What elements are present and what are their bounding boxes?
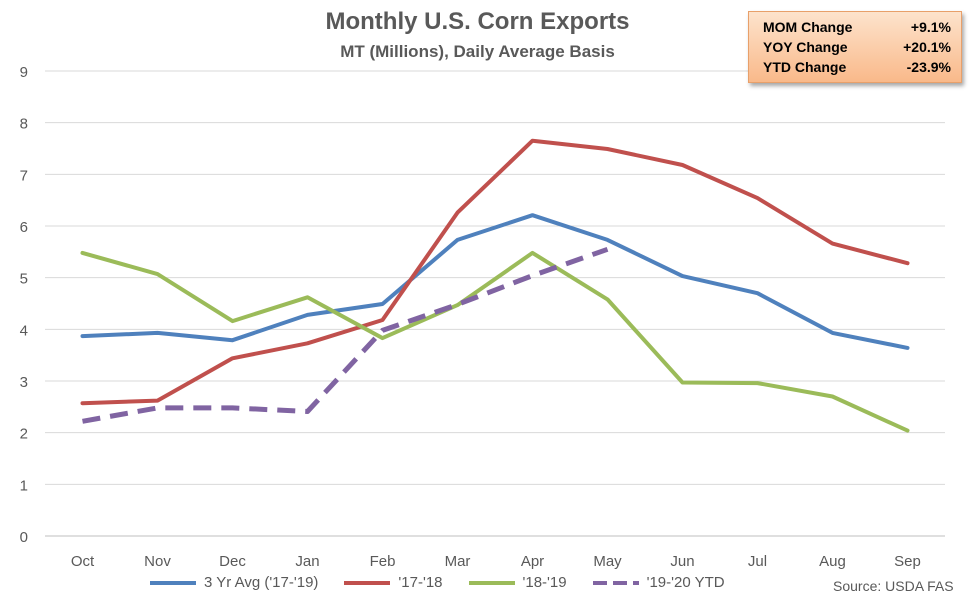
x-tick-label: Jun [670, 553, 694, 570]
legend-swatch [468, 580, 515, 585]
stat-label: YTD Change [763, 59, 847, 75]
x-tick-label: Feb [370, 553, 396, 570]
y-tick-label: 3 [20, 374, 28, 391]
legend-label: '19-'20 YTD [646, 574, 725, 591]
y-tick-label: 0 [20, 529, 28, 546]
legend-item-3yr-avg: 3 Yr Avg ('17-'19) [150, 574, 318, 591]
x-tick-label: Jul [748, 553, 767, 570]
chart-title: Monthly U.S. Corn Exports [325, 8, 630, 35]
x-tick-label: Apr [521, 553, 544, 570]
legend-label: '18-'19 [522, 574, 567, 591]
x-tick-label: Aug [819, 553, 846, 570]
x-tick-label: Jan [295, 553, 319, 570]
stat-label: YOY Change [763, 39, 848, 55]
stats-box: MOM Change +9.1% YOY Change +20.1% YTD C… [748, 11, 962, 83]
series-line--19-20-ytd [82, 246, 609, 424]
legend-item-17-18: '17-'18 [344, 574, 443, 591]
series-line-3-yr-avg-17-19- [80, 213, 910, 350]
chart-subtitle: MT (Millions), Daily Average Basis [340, 42, 615, 61]
legend-item-18-19: '18-'19 [468, 574, 567, 591]
stat-row-ytd: YTD Change -23.9% [763, 57, 951, 77]
x-tick-label: May [593, 553, 622, 570]
y-tick-label: 8 [20, 116, 28, 133]
legend-swatch [344, 580, 391, 585]
series-line--18-19 [80, 250, 910, 433]
y-tick-label: 2 [20, 426, 28, 443]
x-tick-label: Dec [219, 553, 246, 570]
x-tick-label: Nov [144, 553, 171, 570]
legend-label: '17-'18 [398, 574, 443, 591]
stat-value: +9.1% [910, 19, 951, 35]
x-tick-label: Oct [71, 553, 95, 570]
stat-label: MOM Change [763, 19, 853, 35]
stat-row-yoy: YOY Change +20.1% [763, 37, 951, 57]
y-tick-label: 7 [20, 167, 28, 184]
y-tick-label: 5 [20, 271, 28, 288]
legend-swatch [592, 580, 639, 585]
y-tick-label: 9 [20, 64, 28, 81]
legend-swatch [150, 580, 196, 585]
stat-row-mom: MOM Change +9.1% [763, 17, 951, 37]
y-tick-label: 4 [20, 322, 28, 339]
chart-legend: 3 Yr Avg ('17-'19) '17-'18 '18-'19 '19-'… [150, 574, 751, 591]
legend-label: 3 Yr Avg ('17-'19) [204, 574, 319, 591]
x-tick-label: Sep [894, 553, 921, 570]
y-tick-label: 1 [20, 477, 28, 494]
series-line--17-18 [80, 138, 910, 406]
stat-value: +20.1% [903, 39, 951, 55]
y-tick-label: 6 [20, 219, 28, 236]
source-note: Source: USDA FAS [833, 578, 954, 594]
legend-item-19-20-ytd: '19-'20 YTD [592, 574, 725, 591]
x-tick-label: Mar [445, 553, 471, 570]
stat-value: -23.9% [906, 59, 951, 75]
